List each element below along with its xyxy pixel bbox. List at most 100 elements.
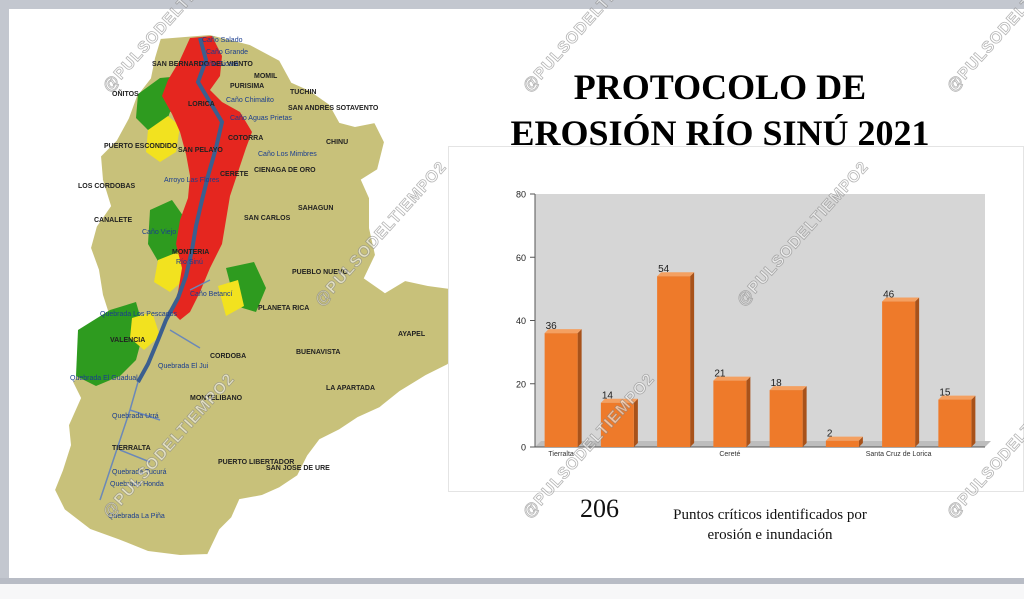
label-cano-sicara: Caño Sicará	[200, 61, 239, 68]
label-san-jose-de-ure: SAN JOSE DE URE	[266, 465, 330, 472]
green-zone-south	[76, 302, 144, 386]
bar-top	[600, 398, 638, 403]
label-cano-chimalito: Caño Chimalito	[226, 97, 274, 104]
label-buenavista: BUENAVISTA	[296, 349, 340, 356]
label-puerto-libertador: PUERTO LIBERTADOR	[218, 459, 294, 466]
bar	[938, 399, 972, 447]
water-labels: Caño Salado Caño Grande Caño Sicará Caño…	[70, 37, 317, 520]
bar-side	[971, 395, 976, 447]
plot-floor	[535, 441, 991, 447]
bar	[600, 402, 634, 447]
label-planeta-rica: PLANETA RICA	[258, 305, 309, 312]
label-quebrada-los-pescados: Quebrada Los Pescados	[100, 311, 178, 318]
yellow-zone-4	[218, 280, 244, 316]
page-title: PROTOCOLO DE EROSIÓN RÍO SINÚ 2021	[470, 64, 970, 156]
label-quebrada-urra: Quebrada Urrá	[112, 413, 159, 420]
bar-top	[882, 297, 920, 302]
label-la-apartada: LA APARTADA	[326, 385, 375, 392]
label-montelibano: MONTELIBANO	[190, 395, 243, 402]
label-momil: MOMIL	[254, 73, 278, 80]
bar	[657, 276, 691, 447]
caption-line-1: Puntos críticos identificados por	[673, 507, 867, 523]
label-tuchin: TUCHIN	[290, 89, 316, 96]
label-rio-sinu: Río Sinú	[176, 259, 203, 266]
bar-top	[825, 436, 863, 441]
label-ayapel: AYAPEL	[398, 331, 426, 338]
window-frame-left	[0, 0, 9, 599]
label-cienaga-de-oro: CIENAGA DE ORO	[254, 167, 316, 174]
y-tick-label: 0	[521, 443, 526, 453]
label-lorica: LORICA	[188, 101, 215, 108]
bar-side	[633, 398, 638, 447]
bar-side	[577, 329, 582, 447]
label-cerete: CERETE	[220, 171, 249, 178]
label-quebrada-el-jui: Quebrada El Jui	[158, 363, 209, 370]
data-label: 46	[883, 290, 895, 301]
label-quebrada-el-guadual: Quebrada El Guadual	[70, 375, 138, 382]
label-valencia: VALENCIA	[110, 337, 145, 344]
cordoba-map-graphic: SAN BERNARDO DEL VIENTO MOMIL PURISIMA O…	[52, 32, 474, 558]
label-arroyo-las-flores: Arroyo Las Flores	[164, 177, 220, 184]
label-los-cordobas: LOS CORDOBAS	[78, 183, 136, 190]
x-tick-label: Tierralta	[548, 451, 574, 458]
label-quebrada-honda: Quebrada Honda	[110, 481, 164, 488]
data-label: 14	[602, 391, 614, 402]
title-line-1: PROTOCOLO DE	[573, 67, 867, 107]
x-tick-label: Santa Cruz de Lorica	[866, 451, 932, 458]
data-label: 36	[546, 321, 558, 332]
label-canalete: CANALETE	[94, 217, 132, 224]
cordoba-map: SAN BERNARDO DEL VIENTO MOMIL PURISIMA O…	[40, 30, 480, 560]
label-cano-salado: Caño Salado	[202, 37, 243, 44]
bar-top	[713, 376, 751, 381]
bar	[769, 390, 803, 447]
bar-side	[858, 436, 863, 447]
bar	[825, 440, 859, 447]
data-label: 21	[714, 369, 726, 380]
bar	[544, 333, 578, 447]
bar	[713, 380, 747, 447]
caption-line-2: erosión e inundación	[707, 527, 833, 543]
data-label: 2	[827, 429, 833, 440]
label-tierralta: TIERRALTA	[112, 445, 151, 452]
bar-top	[769, 386, 807, 391]
label-chinu: CHINU	[326, 139, 348, 146]
yellow-zone-2	[154, 252, 186, 292]
label-cano-grande: Caño Grande	[206, 49, 248, 56]
total-critical-points: 206	[580, 494, 619, 523]
data-label: 15	[939, 388, 951, 399]
label-san-carlos: SAN CARLOS	[244, 215, 291, 222]
label-monteria: MONTERIA	[172, 249, 209, 256]
label-quebrada-la-pina: Quebrada La Piña	[108, 513, 165, 520]
label-purisima: PURISIMA	[230, 83, 264, 90]
label-pueblo-nuevo: PUEBLO NUEVO	[292, 269, 349, 276]
label-cano-los-mimbres: Caño Los Mimbres	[258, 151, 317, 158]
bar-side	[746, 376, 751, 447]
data-label: 54	[658, 264, 670, 275]
total-caption: Puntos críticos identificados por erosió…	[640, 505, 900, 545]
window-frame-bottom	[0, 584, 1024, 599]
municipality-labels: SAN BERNARDO DEL VIENTO MOMIL PURISIMA O…	[78, 61, 426, 472]
bar-top	[544, 329, 582, 334]
bar-side	[915, 297, 920, 447]
window-frame-top	[0, 0, 1024, 9]
y-tick-label: 80	[516, 190, 526, 200]
bar-side	[802, 386, 807, 447]
yellow-zone-1	[146, 116, 180, 162]
label-cano-aguas-prietas: Caño Aguas Prietas	[230, 115, 292, 122]
x-tick-label: Cereté	[719, 451, 740, 458]
label-sahagun: SAHAGUN	[298, 205, 333, 212]
y-tick-label: 40	[516, 316, 526, 326]
bar-side	[690, 272, 695, 447]
label-cotorra: COTORRA	[228, 135, 263, 142]
label-quebrada-tucura: Quebrada Tucurá	[112, 469, 167, 476]
label-cano-viejo: Caño Viejo	[142, 229, 176, 236]
data-label: 18	[771, 378, 783, 389]
label-cordoba: CORDOBA	[210, 353, 246, 360]
y-tick-label: 60	[516, 253, 526, 263]
window-frame-bottom-line	[0, 578, 1024, 584]
rio-sinu-line	[136, 37, 225, 383]
label-cano-betanci: Caño Betancí	[190, 291, 232, 298]
label-puerto-escondido: PUERTO ESCONDIDO	[104, 143, 178, 150]
bar	[882, 301, 916, 447]
label-san-andres: SAN ANDRES SOTAVENTO	[288, 105, 379, 112]
